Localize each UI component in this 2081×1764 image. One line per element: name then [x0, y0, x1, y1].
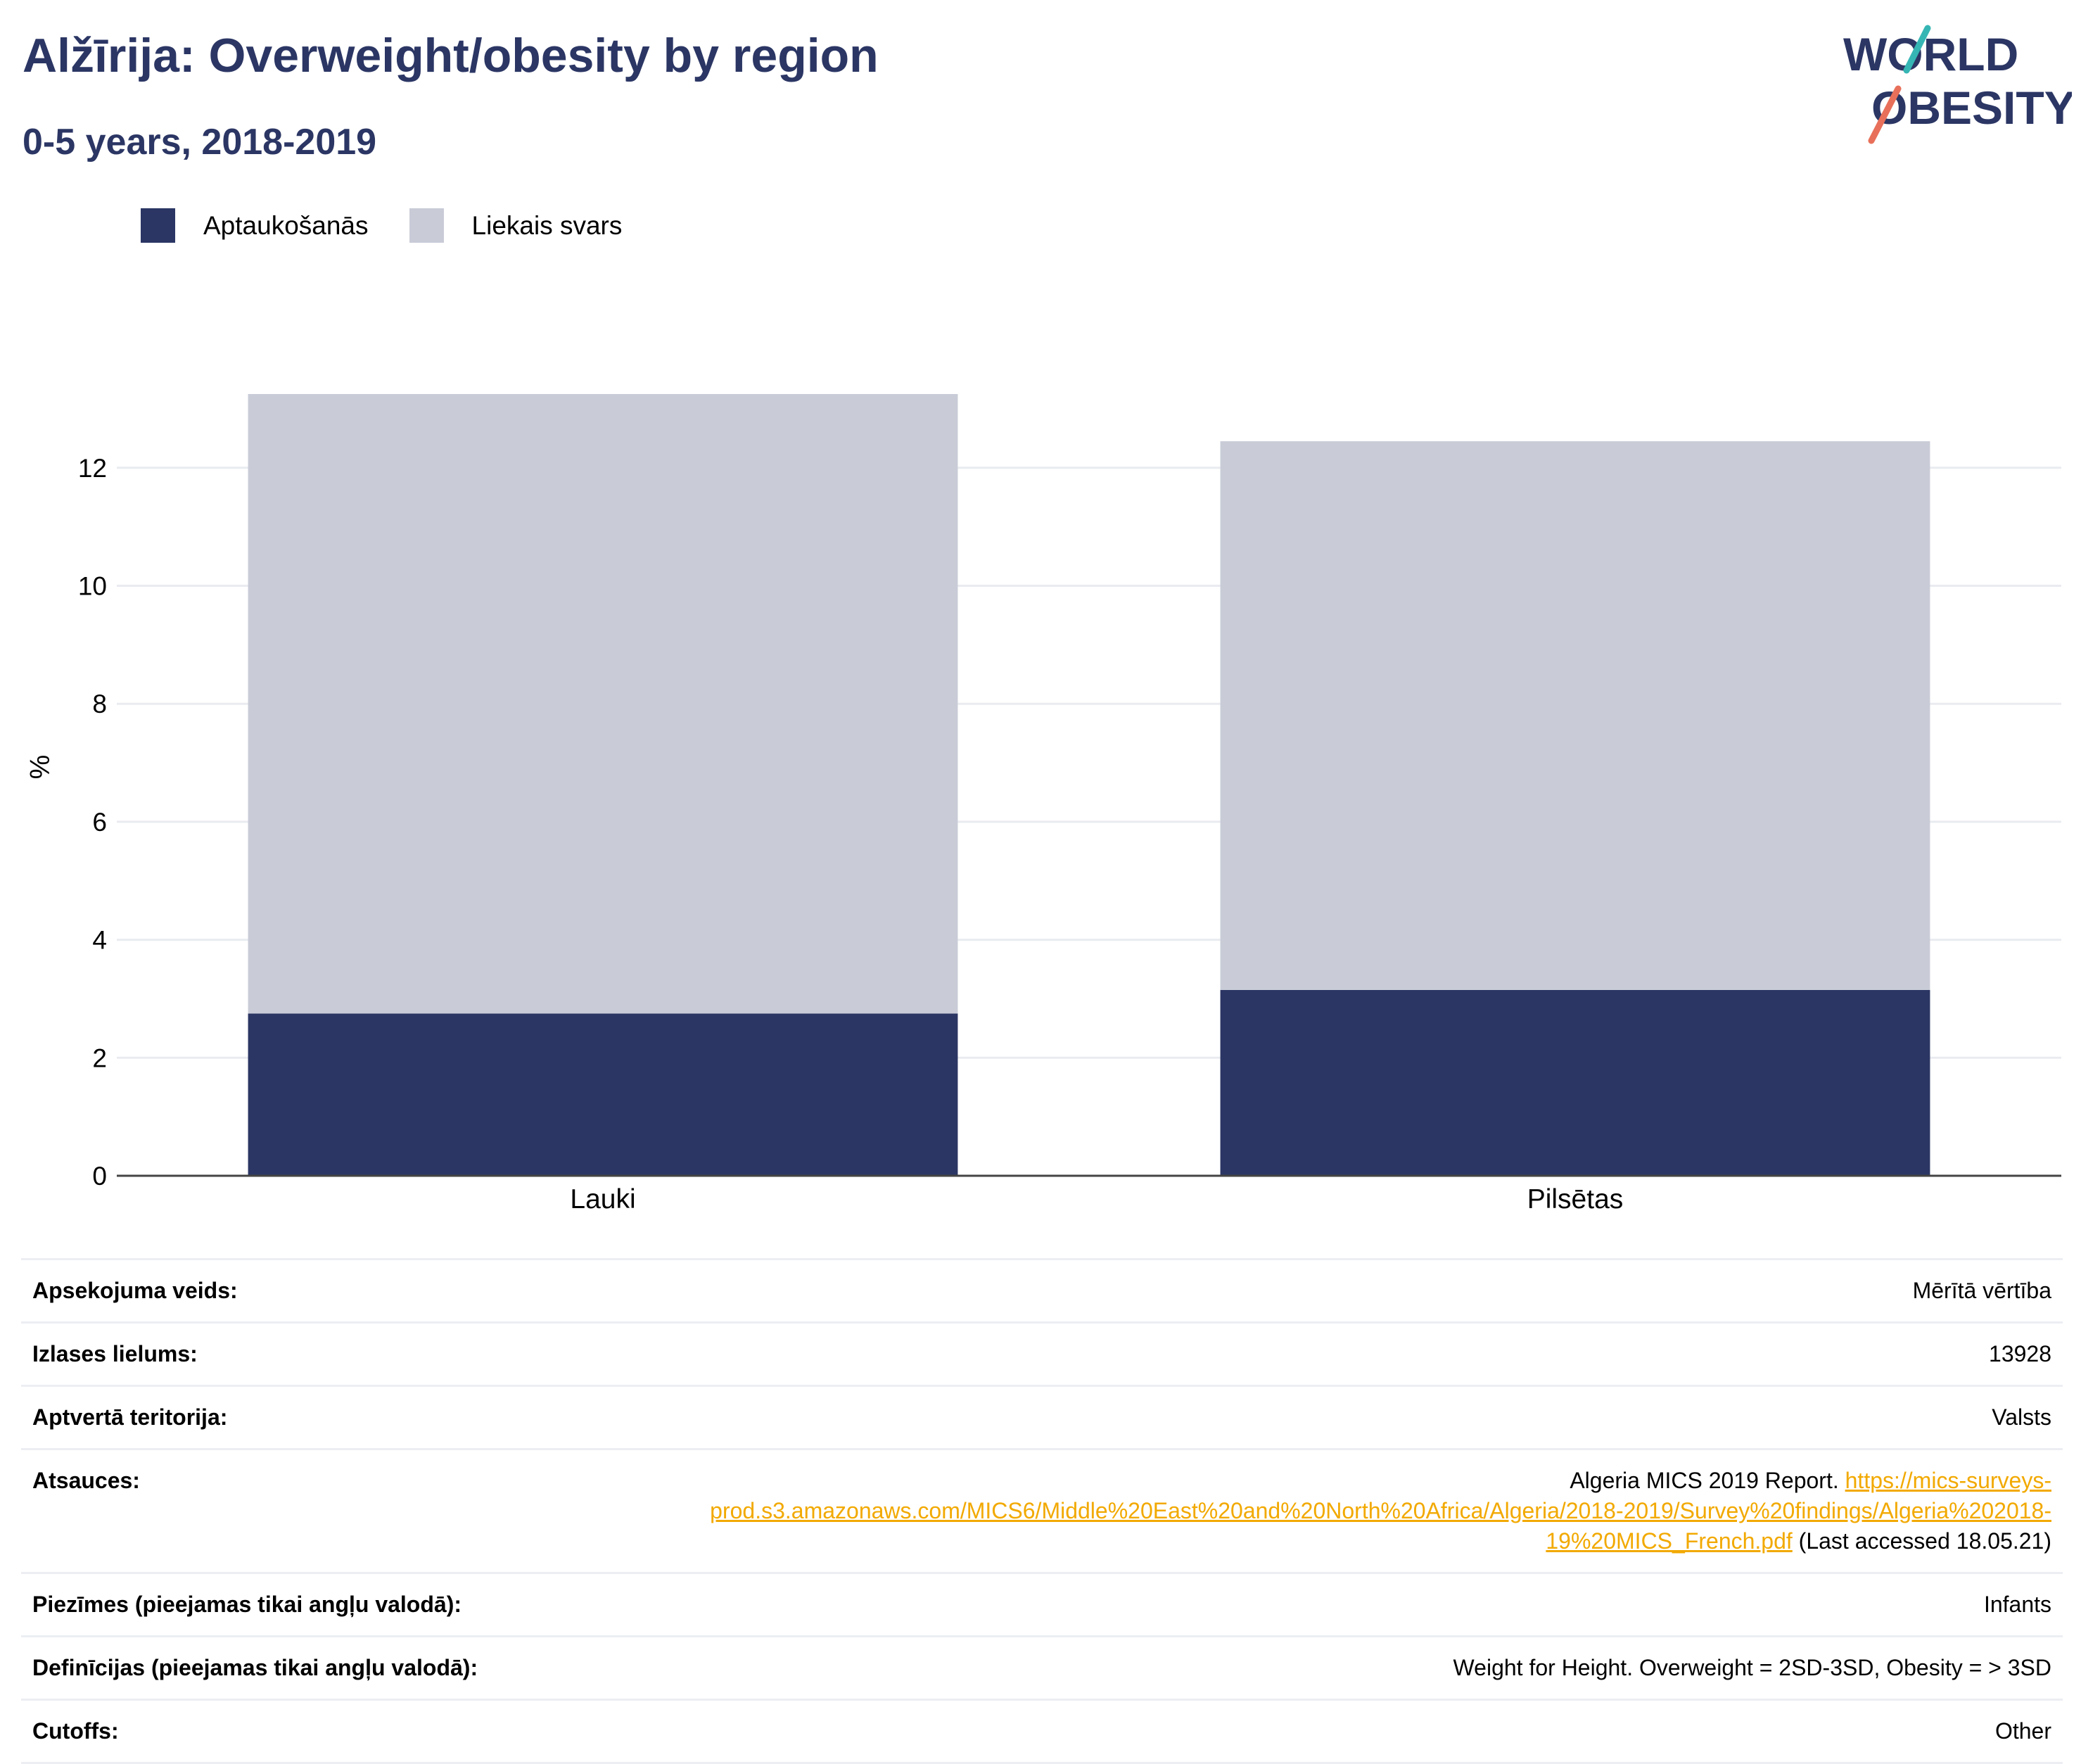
chart-legend: Aptaukošanās Liekais svars	[141, 208, 663, 243]
meta-label: Atsauces:	[32, 1468, 140, 1493]
chart-title: Alžīrija: Overweight/obesity by region	[23, 29, 879, 82]
y-axis-label: %	[25, 755, 56, 780]
meta-value: 13928	[1989, 1341, 2051, 1366]
legend-label-overweight: Liekais svars	[471, 210, 623, 240]
logo-slash-top	[1903, 25, 1931, 74]
y-tick-label: 6	[92, 808, 107, 837]
y-tick-label: 8	[92, 690, 107, 718]
world-obesity-logo: WORLD OBESITY	[1843, 25, 2072, 144]
logo-line2: OBESITY	[1871, 82, 2072, 134]
y-tick-label: 12	[78, 454, 107, 483]
bar-obesity	[248, 1013, 958, 1176]
meta-label: Aptvertā teritorija:	[32, 1404, 228, 1430]
x-tick-label: Lauki	[570, 1184, 635, 1214]
y-tick-label: 4	[92, 926, 107, 955]
reference-suffix: (Last accessed 18.05.21)	[1792, 1528, 2051, 1554]
reference-prefix: Algeria MICS 2019 Report.	[1570, 1468, 1845, 1493]
legend-swatch-overweight	[409, 208, 444, 243]
logo-line1: WORLD	[1843, 28, 2018, 80]
meta-row-sample-size: Izlases lielums: 13928	[21, 1322, 2063, 1386]
meta-row-coverage: Aptvertā teritorija: Valsts	[21, 1385, 2063, 1449]
legend-item-overweight[interactable]: Liekais svars	[409, 208, 623, 243]
reference-link[interactable]: https://mics-surveys-prod.s3.amazonaws.c…	[710, 1468, 2051, 1554]
meta-value: Other	[1994, 1718, 2051, 1744]
chart-subtitle: 0-5 years, 2018-2019	[23, 122, 377, 163]
legend-label-obesity: Aptaukošanās	[203, 210, 369, 240]
meta-label: Piezīmes (pieejamas tikai angļu valodā):	[32, 1592, 462, 1617]
meta-label: Izlases lielums:	[32, 1341, 198, 1366]
meta-label: Apsekojuma veids:	[32, 1278, 238, 1303]
legend-item-obesity[interactable]: Aptaukošanās	[141, 208, 369, 243]
meta-value: Valsts	[1992, 1404, 2051, 1430]
logo-slash-bottom	[1868, 85, 1902, 144]
meta-label: Definīcijas (pieejamas tikai angļu valod…	[32, 1655, 478, 1680]
meta-row-cutoffs: Cutoffs: Other	[21, 1699, 2063, 1763]
y-tick-label: 10	[78, 572, 107, 601]
survey-metadata-table: Apsekojuma veids: Mērītā vērtība Izlases…	[21, 1258, 2063, 1764]
meta-value: Weight for Height. Overweight = 2SD-3SD,…	[1453, 1655, 2051, 1680]
bar-obesity	[1220, 989, 1930, 1176]
meta-row-survey-type: Apsekojuma veids: Mērītā vērtība	[21, 1259, 2063, 1323]
meta-value-references: Algeria MICS 2019 Report. https://mics-s…	[677, 1449, 2063, 1573]
meta-row-references: Atsauces: Algeria MICS 2019 Report. http…	[21, 1449, 2063, 1573]
stacked-bar-chart: 0 2 4 6 8 10 12% Lauki Pilsētas	[25, 394, 2061, 1214]
y-tick-label: 0	[92, 1162, 107, 1191]
y-tick-label: 2	[92, 1043, 107, 1072]
x-tick-label: Pilsētas	[1527, 1184, 1624, 1214]
meta-value: Mērītā vērtība	[1912, 1278, 2051, 1303]
meta-value: Infants	[1983, 1592, 2051, 1617]
bar-overweight	[1220, 441, 1930, 990]
meta-row-notes: Piezīmes (pieejamas tikai angļu valodā):…	[21, 1573, 2063, 1637]
meta-row-definitions: Definīcijas (pieejamas tikai angļu valod…	[21, 1636, 2063, 1700]
meta-label: Cutoffs:	[32, 1718, 119, 1744]
bar-overweight	[248, 394, 958, 1014]
legend-swatch-obesity	[141, 208, 175, 243]
